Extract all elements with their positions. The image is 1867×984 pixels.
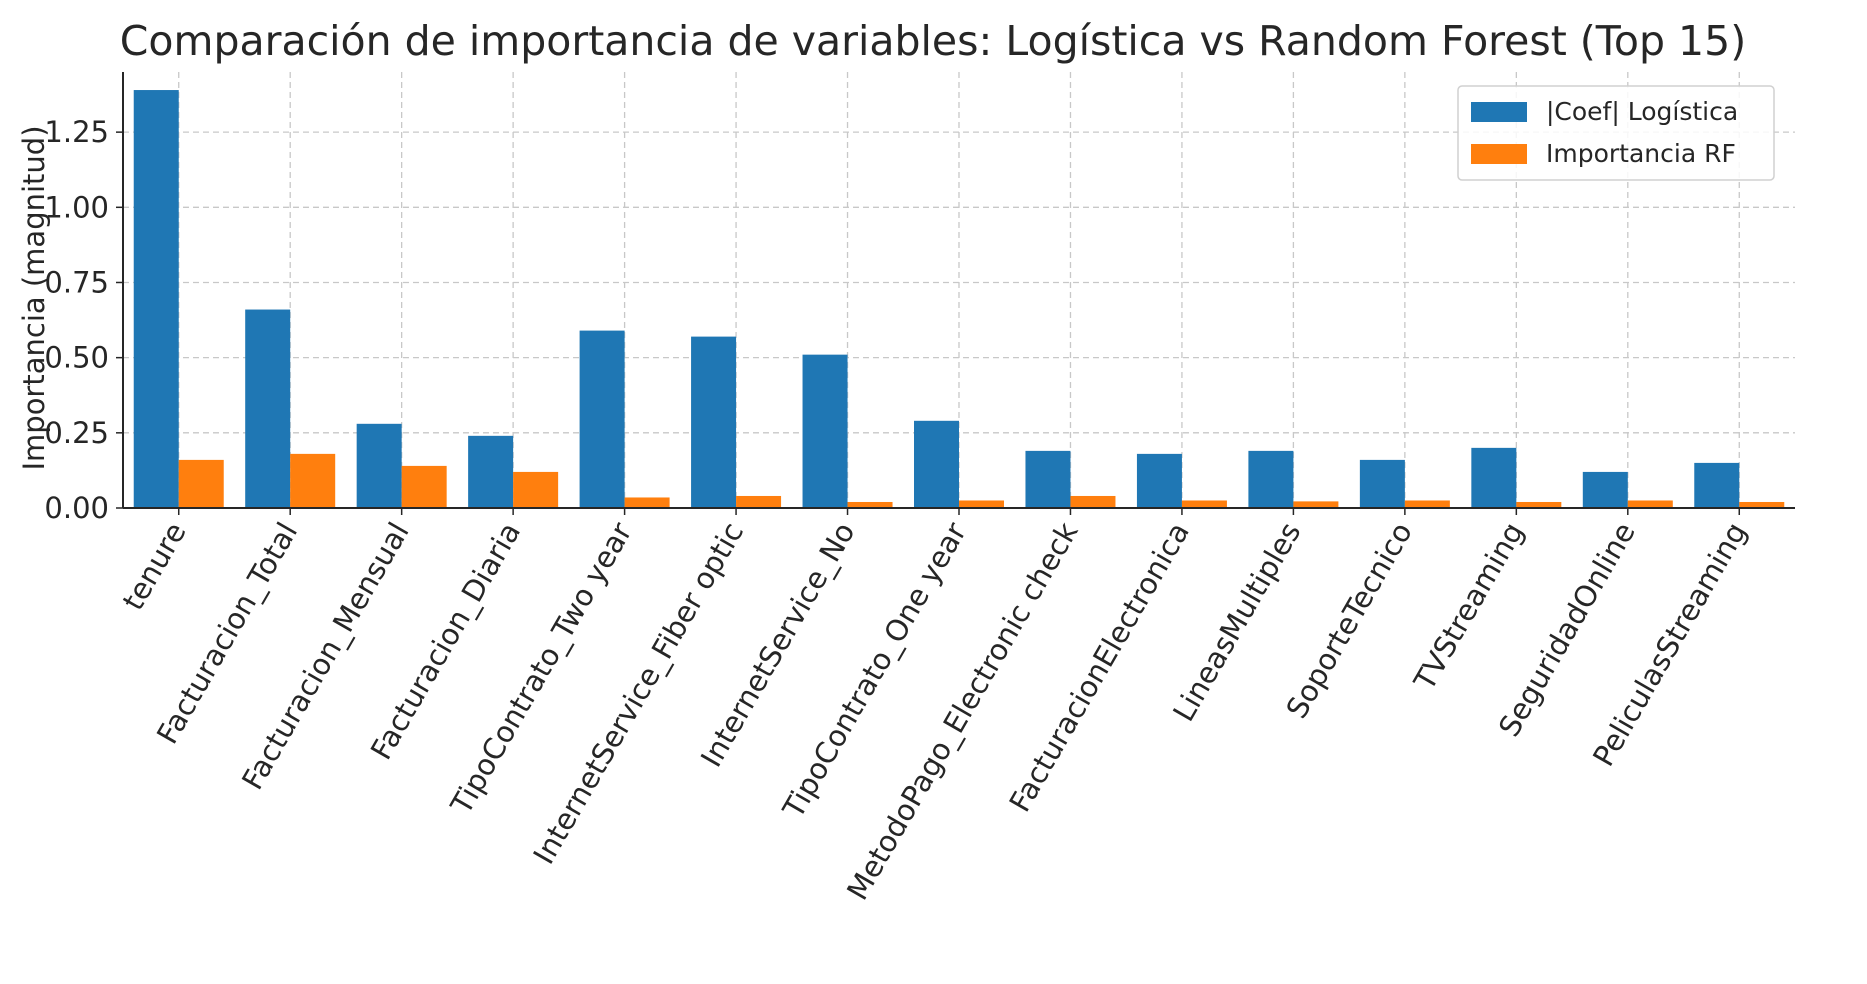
bar-rf-6: [736, 495, 782, 508]
y-tick-label: 0.75: [44, 265, 109, 299]
x-tick-label: InternetService_Fiber optic: [526, 517, 750, 870]
x-tick-label: MetodoPago_Electronic check: [840, 516, 1084, 905]
bar-logistic-13: [1471, 447, 1517, 508]
chart-title: Comparación de importancia de variables:…: [120, 17, 1746, 65]
bar-rf-12: [1404, 500, 1450, 508]
legend-swatch-2: [1471, 144, 1527, 164]
bar-logistic-15: [1694, 462, 1740, 508]
y-tick-label: 0.25: [44, 416, 109, 450]
legend: |Coef| Logística Importancia RF: [1457, 85, 1775, 181]
bar-rf-5: [624, 497, 670, 508]
bar-rf-13: [1516, 501, 1562, 508]
bar-rf-3: [401, 465, 447, 508]
bar-rf-7: [847, 501, 893, 508]
bar-logistic-12: [1359, 459, 1405, 508]
y-axis-label: Importancia (magnitud): [17, 125, 51, 470]
bar-rf-9: [1070, 495, 1116, 508]
y-tick-label: 0.00: [44, 491, 109, 525]
bar-logistic-5: [579, 330, 625, 508]
y-tick-label: 0.50: [44, 341, 109, 375]
bar-logistic-1: [133, 90, 179, 508]
bar-rf-1: [178, 459, 224, 508]
bar-logistic-8: [914, 420, 959, 508]
x-tick-label: tenure: [116, 517, 193, 616]
bar-logistic-7: [802, 354, 848, 508]
bar-logistic-3: [356, 423, 402, 508]
legend-swatch-1: [1471, 102, 1527, 122]
bar-logistic-9: [1025, 450, 1071, 508]
y-axis-ticks: 0.00 0.25 0.50 0.75 1.00 1.25: [44, 115, 123, 525]
x-tick-label: SoporteTecnico: [1279, 517, 1419, 725]
bar-rf-14: [1627, 500, 1673, 508]
x-tick-label: TVStreaming: [1407, 517, 1531, 697]
bar-rf-11: [1293, 501, 1339, 508]
bar-logistic-10: [1136, 453, 1182, 508]
bar-rf-2: [290, 453, 336, 508]
y-tick-label: 1.00: [44, 190, 109, 224]
bar-logistic-14: [1582, 471, 1628, 508]
bar-logistic-4: [468, 435, 514, 508]
bar-rf-8: [959, 500, 1004, 508]
bars: [133, 90, 1785, 508]
legend-label-1: |Coef| Logística: [1546, 97, 1738, 126]
bar-logistic-2: [245, 309, 291, 508]
bar-rf-10: [1181, 500, 1227, 508]
bar-logistic-6: [691, 336, 737, 508]
bar-rf-15: [1739, 501, 1785, 508]
bar-logistic-11: [1248, 450, 1294, 508]
legend-box: [1457, 85, 1775, 181]
y-tick-label: 1.25: [44, 115, 109, 149]
x-axis-ticks: tenureFacturacion_TotalFacturacion_Mensu…: [116, 508, 1753, 906]
bar-rf-4: [513, 471, 559, 508]
legend-label-2: Importancia RF: [1546, 139, 1736, 168]
